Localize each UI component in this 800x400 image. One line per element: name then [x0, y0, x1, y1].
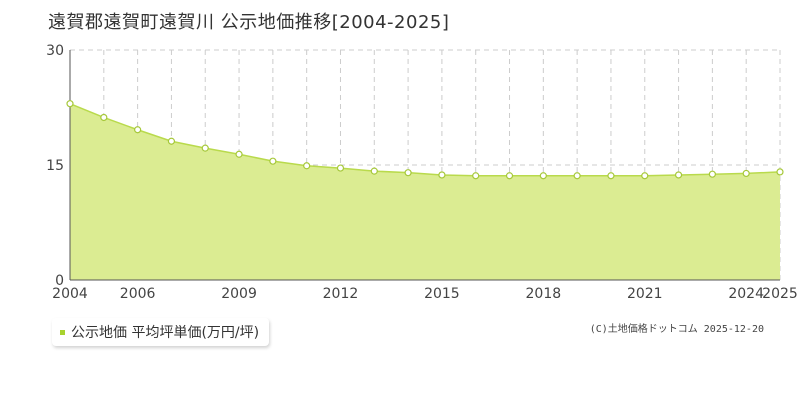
y-tick-label: 30 — [46, 43, 64, 59]
copyright-notice: (C)土地価格ドットコム 2025-12-20 — [589, 324, 764, 335]
data-point — [235, 150, 243, 158]
chart-title: 遠賀郡遠賀町遠賀川 公示地価推移[2004-2025] — [48, 12, 450, 33]
data-point — [201, 144, 209, 152]
data-point — [370, 167, 378, 175]
x-tick-label: 2024 — [728, 286, 764, 302]
data-point — [505, 172, 514, 180]
data-point — [336, 164, 345, 172]
x-tick-label: 2004 — [52, 286, 88, 302]
x-tick-label: 2012 — [323, 286, 359, 302]
data-point — [539, 172, 547, 180]
data-point — [167, 137, 176, 145]
x-tick-label: 2025 — [762, 286, 798, 302]
data-point — [641, 172, 649, 180]
data-point — [303, 162, 311, 170]
legend: 公示地価 平均坪単価(万円/坪) — [52, 318, 270, 346]
y-tick-label: 0 — [55, 273, 64, 289]
data-point — [742, 169, 750, 178]
data-point — [607, 172, 615, 180]
data-point — [66, 100, 74, 108]
data-point — [708, 170, 716, 178]
x-tick-label: 2009 — [221, 286, 257, 302]
x-tick-label: 2006 — [120, 286, 156, 302]
data-point — [438, 171, 446, 179]
y-tick-label: 15 — [46, 158, 64, 174]
legend-swatch — [60, 329, 65, 335]
data-point — [404, 169, 412, 177]
x-tick-label: 2018 — [526, 286, 562, 302]
data-point — [472, 172, 480, 180]
data-point — [776, 168, 784, 176]
data-point — [674, 171, 683, 179]
data-point — [269, 157, 277, 165]
x-tick-label: 2015 — [424, 286, 460, 302]
series-line — [69, 102, 781, 177]
data-point — [134, 126, 142, 134]
series-area — [70, 103, 780, 281]
data-point — [100, 113, 108, 122]
data-point — [573, 172, 581, 180]
x-tick-label: 2021 — [627, 286, 663, 302]
legend-label: 公示地価 平均坪単価(万円/坪) — [71, 325, 260, 341]
